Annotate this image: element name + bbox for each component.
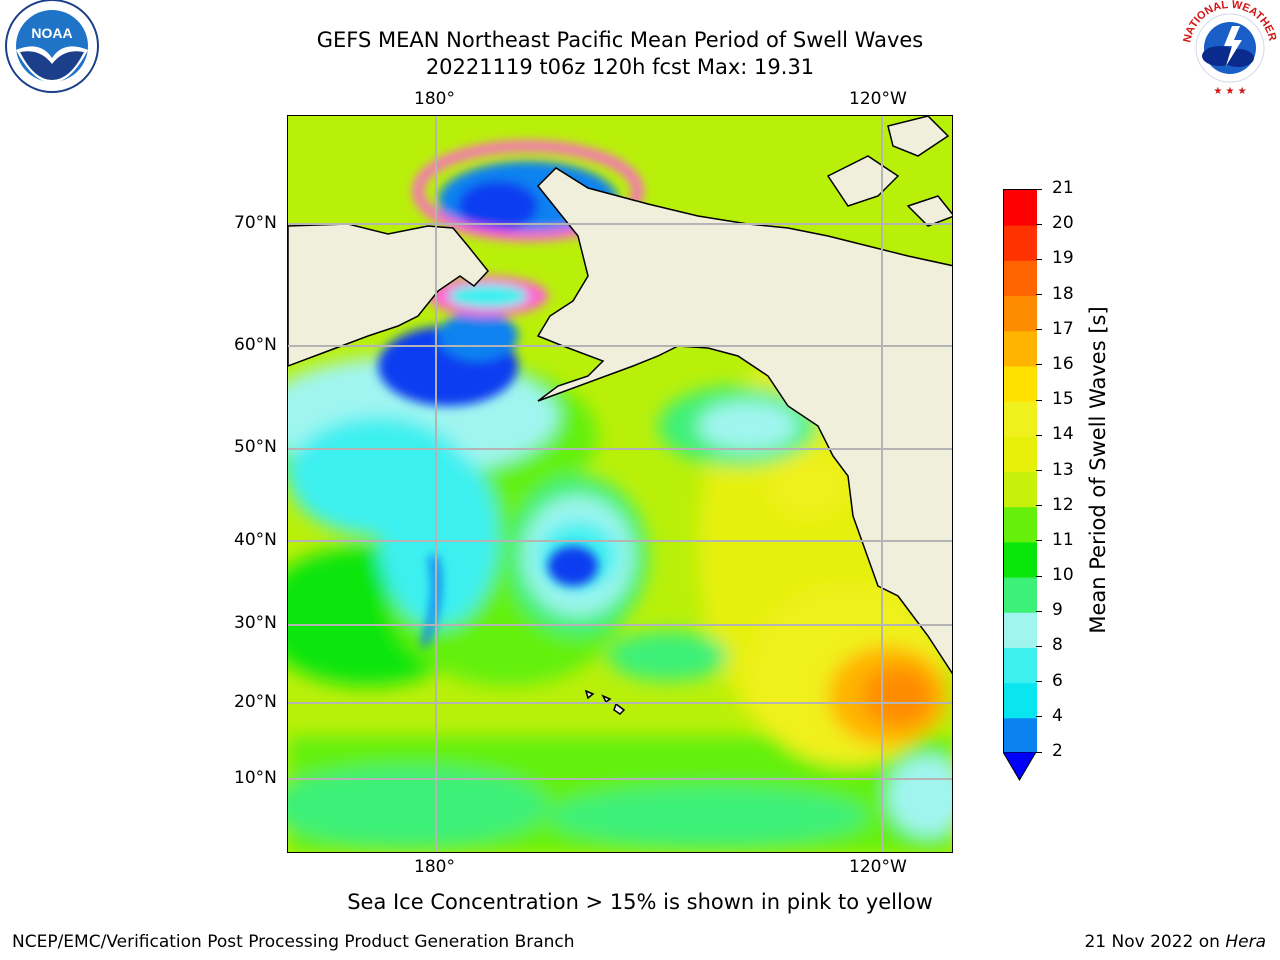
lat-label-40n: 40°N (234, 530, 277, 550)
colorbar-bin (1004, 647, 1037, 684)
lat-label-50n: 50°N (234, 437, 277, 457)
colorbar-bin (1004, 612, 1037, 648)
chart-subtitle: 20221119 t06z 120h fcst Max: 19.31 (425, 55, 815, 79)
colorbar-tick-label: 20 (1052, 213, 1074, 234)
footer-credit: NCEP/EMC/Verification Post Processing Pr… (12, 932, 575, 952)
colorbar-tick-mark (1036, 294, 1042, 296)
colorbar-bin (1004, 225, 1037, 261)
colorbar-tick-mark (1036, 223, 1042, 225)
colorbar-bin (1004, 330, 1037, 367)
colorbar-bin (1004, 365, 1037, 402)
colorbar-tick-label: 10 (1052, 565, 1074, 586)
colorbar-bin (1004, 506, 1037, 543)
colorbar-tick-label: 15 (1052, 389, 1074, 410)
colorbar-tick-label: 16 (1052, 353, 1074, 374)
footer-date: 21 Nov 2022 on Hera (1084, 932, 1266, 952)
colorbar-tick-mark (1036, 645, 1042, 647)
footer-host: Hera (1225, 932, 1266, 952)
colorbar-ticks: 2 4 6 8 9 10 11 12 13 14 15 16 17 18 19 20 21 (1036, 178, 1076, 761)
colorbar-tick-mark (1036, 716, 1042, 718)
colorbar-tick-label: 2 (1052, 741, 1063, 761)
colorbar-tick-label: 8 (1052, 635, 1063, 656)
colorbar-bin (1004, 717, 1037, 754)
colorbar-bin (1004, 577, 1037, 613)
colorbar-tick-label: 18 (1052, 283, 1074, 304)
colorbar-tick-label: 13 (1052, 459, 1074, 480)
colorbar-tick-mark (1036, 751, 1042, 753)
colorbar-tick-label: 19 (1052, 248, 1074, 269)
colorbar-bin (1004, 682, 1037, 719)
colorbar-bin (1004, 260, 1037, 297)
colorbar-tick-mark (1036, 575, 1042, 577)
colorbar-tick-label: 4 (1052, 705, 1063, 726)
lat-label-60n: 60°N (234, 335, 277, 355)
lon-label-120w-top: 120°W (849, 89, 907, 109)
colorbar-tick-label: 21 (1052, 178, 1074, 198)
colorbar-tick-mark (1036, 258, 1042, 260)
colorbar-tick-mark (1036, 505, 1042, 507)
lat-label-70n: 70°N (234, 213, 277, 233)
footer-date-text: 21 Nov 2022 on (1084, 932, 1226, 952)
colorbar-bin (1004, 401, 1037, 437)
lat-label-10n: 10°N (234, 768, 277, 788)
colorbar-bins (1004, 190, 1037, 754)
colorbar-bin (1004, 295, 1037, 332)
colorbar-tick-mark (1036, 188, 1042, 190)
colorbar-tick-label: 17 (1052, 318, 1074, 339)
colorbar-bin (1004, 471, 1037, 508)
colorbar-tick-label: 14 (1052, 424, 1074, 445)
colorbar-min-arrow (1003, 752, 1036, 781)
colorbar-tick-label: 6 (1052, 670, 1063, 691)
chart-title: GEFS MEAN Northeast Pacific Mean Period … (316, 28, 924, 52)
colorbar-tick-mark (1036, 540, 1042, 542)
svg-text:★ ★ ★: ★ ★ ★ (1213, 86, 1246, 97)
lon-label-180-top: 180° (414, 89, 455, 109)
colorbar-tick-mark (1036, 329, 1042, 331)
colorbar (1003, 189, 1037, 754)
noaa-logo: NOAA (0, 0, 104, 100)
lat-label-20n: 20°N (234, 692, 277, 712)
colorbar-tick-mark (1036, 610, 1042, 612)
nws-logo: NATIONAL WEATHER SERVICE ★ ★ ★ (1176, 0, 1280, 100)
sea-ice-note: Sea Ice Concentration > 15% is shown in … (347, 890, 933, 914)
colorbar-bin (1004, 190, 1037, 226)
lon-label-180-bottom: 180° (414, 857, 455, 877)
colorbar-bin (1004, 541, 1037, 578)
colorbar-tick-mark (1036, 434, 1042, 436)
map-canvas (288, 116, 952, 852)
colorbar-tick-label: 11 (1052, 529, 1074, 550)
colorbar-tick-label: 9 (1052, 600, 1063, 621)
colorbar-tick-label: 12 (1052, 494, 1074, 515)
lat-label-30n: 30°N (234, 613, 277, 633)
colorbar-label: Mean Period of Swell Waves [s] (1086, 306, 1110, 634)
lon-label-120w-bottom: 120°W (849, 857, 907, 877)
noaa-logo-text: NOAA (31, 25, 72, 41)
colorbar-tick-mark (1036, 681, 1042, 683)
colorbar-bin (1004, 436, 1037, 472)
colorbar-tick-mark (1036, 399, 1042, 401)
colorbar-tick-mark (1036, 470, 1042, 471)
colorbar-tick-mark (1036, 364, 1042, 366)
swell-period-map (287, 115, 953, 853)
